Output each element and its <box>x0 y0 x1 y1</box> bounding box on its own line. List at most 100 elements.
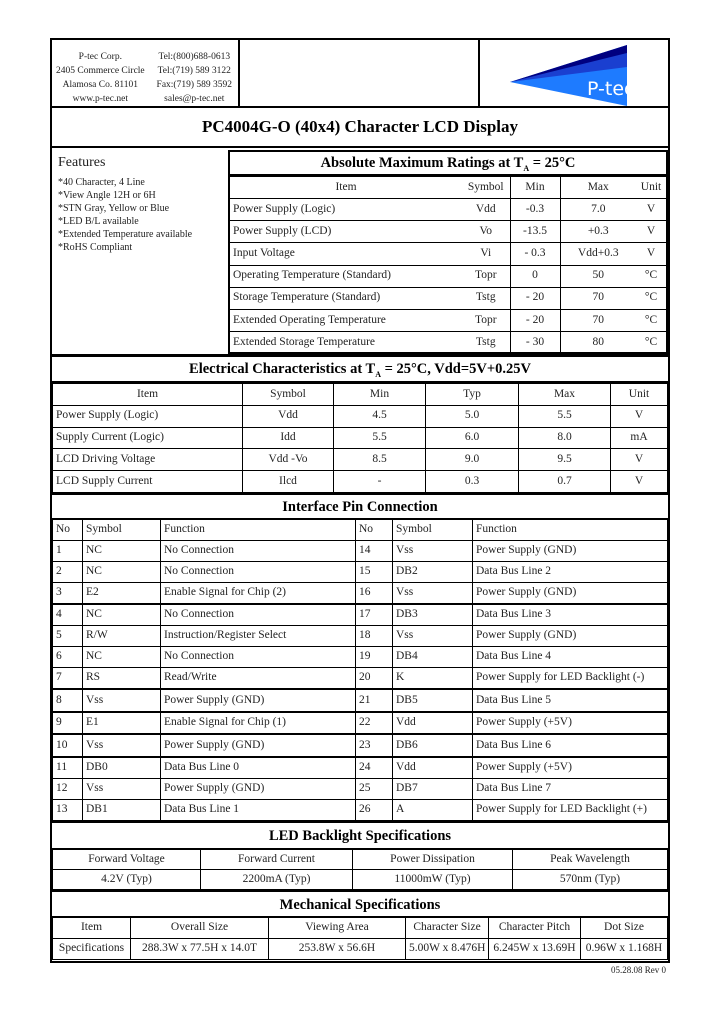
table-row-cell: Ilcd <box>242 470 334 493</box>
pin-row-cell: Data Bus Line 0 <box>160 756 356 780</box>
table-row-cell: +0.3 <box>559 220 636 244</box>
pin-row-cell: 11 <box>52 756 83 780</box>
table-row-cell: Supply Current (Logic) <box>52 426 243 450</box>
pin-row-cell: Power Supply for LED Backlight (-) <box>472 666 668 691</box>
table-row-cell: - 20 <box>509 308 560 332</box>
interface-title: Interface Pin Connection <box>52 496 668 519</box>
pin-row-cell: 3 <box>52 581 83 605</box>
table-row-cell: V <box>610 448 668 472</box>
table-row-cell: 6.0 <box>425 426 519 450</box>
revision-footer: 05.28.08 Rev 0 <box>611 965 666 975</box>
pin-row-cell: 20 <box>355 666 393 691</box>
table-row-cell: Specifications <box>52 938 131 960</box>
table-row-cell: - 0.3 <box>509 242 560 266</box>
company-address-line: www.p-tec.net <box>72 94 128 104</box>
divider <box>50 889 670 892</box>
table-row-cell: Power Supply (Logic) <box>52 404 243 428</box>
pin-row-cell: NC <box>82 560 161 583</box>
feature-item: *STN Gray, Yellow or Blue <box>58 203 170 214</box>
company-contact-line: Tel:(800)688-0613 <box>158 52 231 62</box>
table-row: Power Supply (Logic) Vdd 4.5 5.0 5.5 V <box>52 404 668 428</box>
feature-item: *LED B/L available <box>58 216 139 227</box>
table-row-cell: 70 <box>559 308 636 332</box>
company-address-line: 2405 Commerce Circle <box>56 66 145 76</box>
table-row-cell: Vdd -Vo <box>242 448 334 472</box>
table-row-cell: 288.3W x 77.5H x 14.0T <box>130 938 269 960</box>
divider <box>50 820 670 823</box>
pin-row-cell: DB4 <box>392 646 473 668</box>
table-row-cell: Tstg <box>462 286 510 310</box>
table-header-row-cell: Symbol <box>392 519 473 541</box>
divider <box>50 492 670 495</box>
pin-row-cell: NC <box>82 539 161 562</box>
table-row-cell: 4.2V (Typ) <box>52 869 201 890</box>
table-row-cell: 570nm (Typ) <box>512 869 668 890</box>
table-header-row-cell: Max <box>518 383 611 406</box>
pin-row-cell: K <box>392 666 473 691</box>
pin-row-cell: Enable Signal for Chip (1) <box>160 711 356 736</box>
table-row-cell: 70 <box>559 286 636 310</box>
pin-row-cell: 1 <box>52 539 83 562</box>
table-header-row-cell: Forward Voltage <box>52 849 201 870</box>
pin-row-cell: Power Supply (GND) <box>160 778 356 800</box>
company-contact-line: Fax:(719) 589 3592 <box>156 80 232 90</box>
mechanical-specs-table: Mechanical Specifications Item Overall Si… <box>52 894 668 960</box>
table-row-cell: 0 <box>509 264 560 288</box>
table-row: LCD Driving Voltage Vdd -Vo 8.5 9.0 9.5 V <box>52 448 668 472</box>
table-header-row-cell: Max <box>559 175 636 200</box>
pin-row-cell: Data Bus Line 3 <box>472 603 668 627</box>
table-header-row-cell: Function <box>472 519 668 541</box>
feature-item: *40 Character, 4 Line <box>58 177 145 188</box>
table-row-cell: Vi <box>462 242 510 266</box>
table-row-cell: 6.245W x 13.69H <box>488 938 581 960</box>
company-info: P-tec Corp. 2405 Commerce Circle Alamosa C… <box>52 40 240 106</box>
pin-row: 6 NC No Connection 19 DB4 Data Bus Line 4 <box>52 646 668 668</box>
table-row-cell: mA <box>610 426 668 450</box>
pin-row: 4 NC No Connection 17 DB3 Data Bus Line 3 <box>52 603 668 627</box>
pin-row-cell: Power Supply (+5V) <box>472 756 668 780</box>
pin-row: 8 Vss Power Supply (GND) 21 DB5 Data Bus Line… <box>52 688 668 713</box>
pin-row-cell: 22 <box>355 711 393 736</box>
electrical-characteristics-table: Electrical Characteristics at TA = 25°C,… <box>52 357 668 493</box>
table-row-cell: -13.5 <box>509 220 560 244</box>
pin-row-cell: Power Supply (GND) <box>472 581 668 605</box>
pin-row-cell: Data Bus Line 1 <box>160 798 356 822</box>
pin-row-cell: Power Supply for LED Backlight (+) <box>472 798 668 822</box>
divider <box>50 106 670 108</box>
pin-row-cell: Data Bus Line 2 <box>472 560 668 583</box>
table-header-row: Item Symbol Min Max Unit <box>230 175 666 200</box>
pin-row-cell: Vss <box>82 688 161 713</box>
pin-row-cell: Data Bus Line 5 <box>472 688 668 713</box>
svg-text:P-tec: P-tec <box>587 78 634 100</box>
table-header-row-cell: Min <box>333 383 426 406</box>
pin-row-cell: 13 <box>52 798 83 822</box>
table-row-cell: Vo <box>462 220 510 244</box>
table-row-cell: 253.8W x 56.6H <box>268 938 406 960</box>
pin-row-cell: No Connection <box>160 603 356 627</box>
pin-row-cell: Power Supply (+5V) <box>472 711 668 736</box>
table-row-cell: Vdd+0.3 <box>559 242 636 266</box>
pin-row-cell: 25 <box>355 778 393 800</box>
table-row: Power Supply (Logic) Vdd -0.3 7.0 V <box>230 198 666 222</box>
pin-row-cell: Read/Write <box>160 666 356 691</box>
table-row-cell: V <box>636 242 666 266</box>
table-header-row-cell: Overall Size <box>130 917 269 939</box>
table-header-row: Item Overall Size Viewing Area Character Si… <box>52 917 668 939</box>
table-row: Supply Current (Logic) Idd 5.5 6.0 8.0 mA <box>52 426 668 450</box>
table-row-cell: 2200mA (Typ) <box>200 869 353 890</box>
table-row-cell: - 20 <box>509 286 560 310</box>
table-row-cell: LCD Driving Voltage <box>52 448 243 472</box>
table-row-cell: Operating Temperature (Standard) <box>230 264 462 288</box>
pin-row-cell: NC <box>82 603 161 627</box>
table-row: Storage Temperature (Standard) Tstg - 20 70… <box>230 286 666 310</box>
table-row-cell: °C <box>636 308 666 332</box>
pin-row-cell: 23 <box>355 733 393 758</box>
table-header-row-cell: Unit <box>610 383 668 406</box>
features-section: Features *40 Character, 4 Line *View Angl… <box>58 155 228 254</box>
table-row-cell: 0.96W x 1.168H <box>580 938 668 960</box>
pin-row-cell: DB6 <box>392 733 473 758</box>
led-backlight-table: LED Backlight Specifications Forward Vol… <box>52 825 668 890</box>
table-row-cell: Extended Storage Temperature <box>230 330 462 355</box>
feature-item: *RoHS Compliant <box>58 242 133 253</box>
table-row-cell: V <box>636 220 666 244</box>
